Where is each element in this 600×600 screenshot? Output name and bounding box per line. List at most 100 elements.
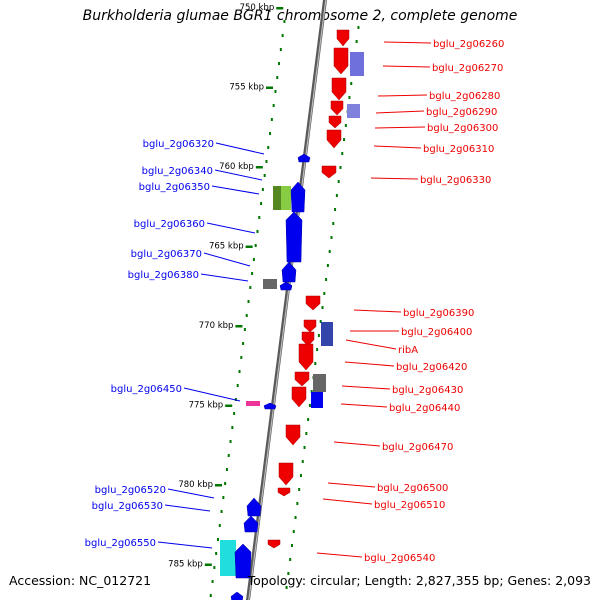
footer: Accession: NC_012721 Topology: circular;… [0,571,600,591]
grid-dot [292,530,295,533]
grid-dot [218,524,221,527]
gene-arrow [303,319,317,333]
gene-arrow [326,129,342,149]
leader-line [164,504,211,512]
grid-dot [314,362,317,365]
grid-dot [334,208,337,211]
gene-block [220,540,236,576]
grid-dot [252,258,255,261]
grid-dot [355,40,358,43]
leader-line [211,185,260,195]
gene-label[interactable]: bglu_2g06510 [374,500,445,511]
gene-arrow [243,515,259,533]
grid-dot [251,272,254,275]
leader-line [322,498,373,505]
gene-label[interactable]: bglu_2g06530 [92,501,163,512]
gene-block [311,392,323,408]
gene-arrow [278,462,294,486]
grid-dot [211,580,214,583]
grid-dot [276,76,279,79]
gene-arrow [333,47,349,75]
grid-dot [263,174,266,177]
leader-line [203,252,251,267]
gene-label[interactable]: bglu_2g06260 [433,39,504,50]
grid-dot [330,236,333,239]
gene-label[interactable]: bglu_2g06470 [382,442,453,453]
grid-dot [341,152,344,155]
gene-arrow [336,29,350,47]
grid-dot [344,124,347,127]
grid-dot [337,180,340,183]
tick-mark [235,325,243,328]
tick-mark [276,7,284,10]
grid-dot [265,160,268,163]
grid-dot [225,468,228,471]
tick-mark [255,166,263,169]
leader-line [344,361,395,367]
gene-label[interactable]: bglu_2g06310 [423,144,494,155]
topology-text: Topology: circular; Length: 2,827,355 bp… [247,573,591,588]
grid-dot [249,286,252,289]
leader-line [377,94,428,97]
grid-dot [357,26,360,29]
grid-dot [287,572,290,575]
grid-dot [272,104,275,107]
gene-block [246,401,260,406]
gene-label[interactable]: bglu_2g06540 [364,553,435,564]
grid-dot [274,90,277,93]
leader-line [183,387,241,402]
gene-label[interactable]: bglu_2g06390 [403,308,474,319]
grid-dot [256,230,259,233]
leader-line [345,339,397,350]
grid-dot [299,474,302,477]
leader-line [316,552,363,558]
gene-arrow [297,153,311,163]
gene-block [350,52,364,76]
gene-label[interactable]: bglu_2g06430 [392,385,463,396]
grid-dot [267,146,270,149]
gene-arrow [263,402,277,410]
grid-dot [328,250,331,253]
gene-label[interactable]: bglu_2g06520 [95,485,166,496]
gene-label[interactable]: bglu_2g06320 [143,139,214,150]
grid-dot [215,552,218,555]
gene-label[interactable]: bglu_2g06270 [432,63,503,74]
gene-label[interactable]: bglu_2g06500 [377,483,448,494]
gene-label[interactable]: bglu_2g06400 [401,327,472,338]
gene-label[interactable]: ribA [398,345,418,356]
grid-dot [305,432,308,435]
leader-line [215,142,265,155]
gene-label[interactable]: bglu_2g06550 [85,538,156,549]
gene-label[interactable]: bglu_2g06440 [389,403,460,414]
leader-line [353,309,402,313]
gene-label[interactable]: bglu_2g06340 [142,166,213,177]
leader-line [370,177,419,180]
gene-label[interactable]: bglu_2g06280 [429,91,500,102]
gene-label[interactable]: bglu_2g06330 [420,175,491,186]
gene-label[interactable]: bglu_2g06420 [396,362,467,373]
gene-arrow [301,331,315,347]
leader-line [333,441,381,447]
gene-label[interactable]: bglu_2g06350 [139,182,210,193]
gene-arrow [328,115,342,129]
tick-label: 780 kbp [178,480,213,490]
grid-dot [220,510,223,513]
gene-label[interactable]: bglu_2g06370 [131,249,202,260]
gene-arrow [321,165,337,179]
tick-label: 785 kbp [168,560,203,570]
gene-arrow [285,211,303,263]
leader-line [157,541,213,549]
axis-line [245,0,328,600]
leader-line [375,110,425,114]
gene-label[interactable]: bglu_2g06380 [128,270,199,281]
grid-dot [258,216,261,219]
leader-line [382,65,431,68]
gene-label[interactable]: bglu_2g06450 [111,384,182,395]
gene-label[interactable]: bglu_2g06290 [426,107,497,118]
gene-arrow [291,386,307,408]
grid-dot [243,328,246,331]
gene-label[interactable]: bglu_2g06300 [427,123,498,134]
gene-label[interactable]: bglu_2g06360 [134,219,205,230]
grid-dot [231,426,234,429]
